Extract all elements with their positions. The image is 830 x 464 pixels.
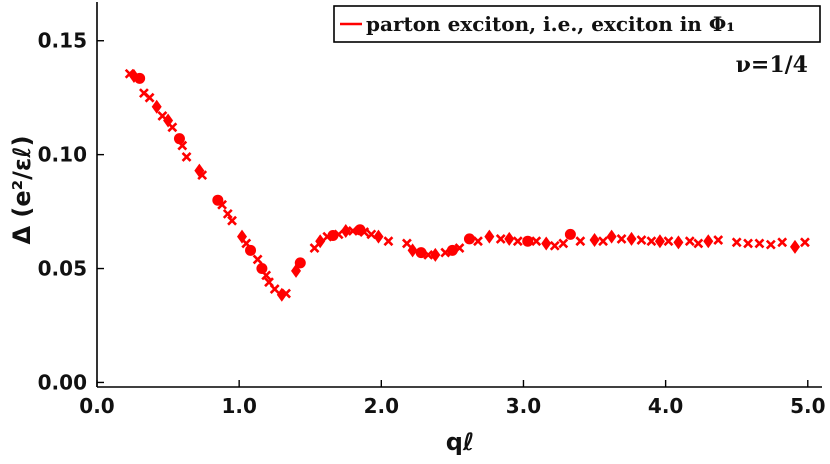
data-point-cross [309,243,320,253]
data-point-cross [549,240,560,251]
y-tick-label: 0.00 [38,370,87,394]
y-axis-title: Δ (e²/εℓ) [8,135,36,244]
data-point-diamond [654,234,665,249]
x-tick-label: 0.0 [79,394,114,418]
data-point-circle [446,244,458,256]
data-point-diamond [626,231,637,246]
y-tick-label: 0.05 [38,257,87,281]
data-point-circle [522,235,534,247]
data-point-cross [383,236,394,247]
data-point-diamond [315,234,326,249]
data-point-diamond [407,243,418,258]
data-point-circle [134,72,146,84]
data-point-circle [463,233,475,245]
x-tick-label: 1.0 [221,394,256,418]
data-point-cross [261,270,272,281]
data-point-cross [512,236,523,247]
data-point-cross [252,254,263,265]
x-axis-title: qℓ [446,428,475,456]
data-point-diamond [606,229,617,244]
legend-label: parton exciton, i.e., exciton in Φ₁ [366,12,735,36]
data-point-cross [765,239,776,250]
data-point-diamond [703,234,714,249]
data-point-cross [800,237,810,248]
data-point-cross [754,238,765,249]
y-tick-label: 0.10 [38,143,87,167]
data-point-cross [731,237,742,248]
x-tick-label: 5.0 [790,394,825,418]
data-point-diamond [340,223,351,238]
x-tick-label: 3.0 [506,394,541,418]
data-point-cross [558,238,569,249]
data-point-cross [646,236,657,247]
filling-fraction-annotation: ν=1/4 [736,52,808,78]
data-point-circle [415,247,427,259]
data-point-cross [269,284,280,294]
data-point-cross [636,235,647,245]
data-point-diamond [484,229,495,244]
data-point-cross [197,170,208,181]
data-point-diamond [504,231,515,246]
data-point-cross [359,227,370,238]
x-tick-label: 2.0 [364,394,399,418]
data-point-cross [575,236,586,247]
data-point-cross [217,199,228,210]
data-point-diamond [589,233,600,248]
data-point-cross [227,215,237,226]
data-point-cross [167,122,178,133]
data-point-diamond [151,99,162,114]
data-point-cross [401,238,412,249]
data-point-cross [181,151,192,162]
data-point-cross [616,234,627,244]
x-tick-label: 4.0 [648,394,683,418]
data-point-cross [598,236,608,247]
data-point-cross [473,236,483,247]
data-point-circle [245,244,257,256]
data-point-diamond [541,236,552,251]
data-point-cross [531,236,542,247]
data-point-cross [495,234,506,244]
data-point-cross [454,243,465,253]
data-point-circle [173,133,185,145]
data-point-cross [281,288,291,299]
data-point-cross [663,236,674,247]
data-point-cross [777,237,788,248]
data-point-diamond [673,235,684,250]
data-point-cross [684,236,695,247]
data-point-cross [144,92,155,103]
data-point-diamond [430,247,441,262]
data-point-cross [743,238,753,249]
legend-box [333,5,821,43]
data-point-cross [693,238,704,249]
data-point-cross [713,235,724,245]
data-point-cross [222,208,233,219]
legend: parton exciton, i.e., exciton in Φ₁ [333,5,821,43]
data-point-diamond [789,239,800,254]
data-point-diamond [373,229,384,244]
data-point-cross [177,140,188,151]
data-point-cross [423,249,434,260]
y-tick-label: 0.15 [38,29,87,53]
data-point-circle [564,228,576,240]
data-point-circle [256,263,268,275]
data-point-circle [294,257,306,269]
